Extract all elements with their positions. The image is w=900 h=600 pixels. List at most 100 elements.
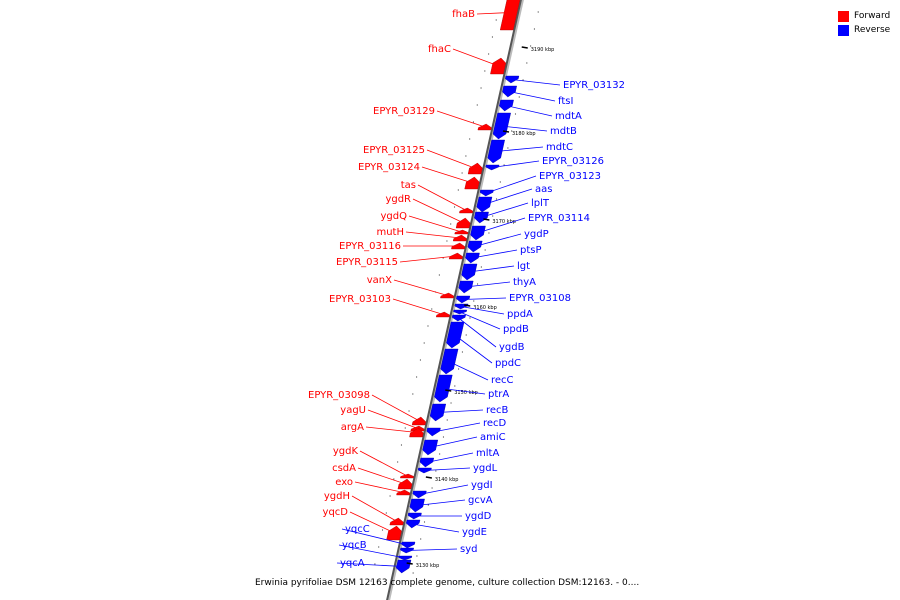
minor-mark: [511, 130, 513, 132]
legend-forward: Forward: [838, 9, 890, 23]
leader-line-fhaB: [476, 12, 511, 15]
scale-tick-3130: [406, 562, 413, 565]
minor-mark: [408, 410, 410, 412]
legend-forward-label: Forward: [854, 11, 891, 21]
gene-label-ygdB: ygdB: [499, 342, 525, 353]
gene-label-recD: recD: [483, 418, 507, 429]
leader-line-EPYR_03129: [436, 110, 486, 128]
leader-line-EPYR_03126: [491, 160, 540, 168]
minor-mark: [507, 147, 509, 149]
minor-mark: [518, 96, 520, 98]
leader-line-EPYR_03098: [371, 394, 420, 422]
minor-mark: [480, 266, 482, 268]
gene-label-fhaC: fhaC: [428, 44, 451, 55]
gene-label-yqcA: yqcA: [340, 558, 365, 569]
minor-mark: [393, 478, 395, 480]
minor-mark: [442, 436, 445, 438]
gene-label-EPYR_03129: EPYR_03129: [373, 106, 435, 117]
minor-mark: [439, 453, 441, 455]
minor-mark: [484, 249, 486, 251]
minor-mark: [488, 53, 490, 55]
legend-reverse: Reverse: [838, 23, 890, 37]
gene-label-mutH: mutH: [376, 227, 404, 238]
gene-label-EPYR_03132: EPYR_03132: [563, 80, 625, 91]
leader-line-recC: [448, 361, 489, 381]
scale-label-3180: 3180 kbp: [512, 131, 536, 137]
minor-mark: [537, 11, 539, 13]
gene-label-yqcD: yqcD: [323, 507, 349, 518]
leader-line-mdtB: [501, 125, 548, 132]
scale-label-3130: 3130 kbp: [416, 563, 440, 569]
gene-label-recC: recC: [491, 375, 514, 386]
leader-line-ygdL: [424, 467, 471, 471]
minor-mark: [419, 359, 422, 361]
leader-line-ygdE: [412, 523, 460, 533]
figure-caption: Erwinia pyrifoliae DSM 12163 complete ge…: [255, 578, 640, 588]
leader-line-fhaC: [452, 48, 499, 67]
minor-mark: [492, 215, 494, 217]
minor-mark: [465, 334, 467, 336]
genome-backbone: [386, 0, 524, 600]
gene-label-recB: recB: [486, 405, 509, 416]
minor-mark: [457, 189, 459, 191]
leader-line-mutH: [405, 231, 461, 239]
minor-mark: [423, 521, 426, 523]
leader-line-mdtA: [505, 105, 553, 117]
minor-mark: [473, 300, 475, 302]
minor-mark: [469, 317, 471, 319]
legend-reverse-label: Reverse: [854, 25, 891, 35]
gene-label-yqcB: yqcB: [342, 540, 367, 551]
leader-line-yqcC: [341, 528, 408, 546]
gene-label-gcvA: gcvA: [468, 495, 493, 506]
leader-line-ygdK: [359, 450, 408, 477]
leader-line-EPYR_03103: [392, 298, 444, 315]
minor-mark: [450, 402, 452, 404]
gene-label-aas: aas: [535, 184, 552, 195]
gene-label-thyA: thyA: [513, 277, 536, 288]
minor-mark: [514, 113, 517, 115]
gene-label-ygdH: ygdH: [324, 491, 350, 502]
minor-mark: [522, 79, 524, 81]
scale-tick-3140: [425, 476, 432, 479]
leader-line-mltA: [426, 452, 474, 463]
gene-label-ptrA: ptrA: [488, 389, 509, 400]
minor-mark: [465, 155, 467, 157]
gene-block-yqcC: [401, 541, 416, 549]
gene-label-EPYR_03098: EPYR_03098: [308, 390, 370, 401]
gene-label-exo: exo: [335, 477, 353, 488]
minor-mark: [476, 104, 478, 106]
gene-label-fhaB: fhaB: [452, 9, 475, 20]
legend: Forward Reverse: [838, 9, 890, 37]
gene-block-yqcB: [398, 555, 413, 561]
leader-line-ygdI: [419, 484, 469, 495]
leader-line-yqcA: [336, 562, 404, 567]
gene-label-EPYR_03124: EPYR_03124: [358, 162, 420, 173]
scale-tick-3180: [502, 130, 510, 133]
minor-mark: [431, 308, 433, 310]
gene-features: [386, 0, 521, 574]
gene-label-argA: argA: [341, 422, 364, 433]
minor-mark: [400, 444, 403, 446]
minor-mark: [435, 470, 437, 472]
gene-label-ygdL: ygdL: [473, 463, 498, 474]
gene-label-amiC: amiC: [480, 432, 506, 443]
minor-mark: [454, 385, 456, 387]
minor-mark: [378, 546, 380, 548]
gene-label-EPYR_03114: EPYR_03114: [528, 213, 590, 224]
leader-line-recB: [437, 409, 484, 413]
scale-label-3170: 3170 kbp: [492, 219, 516, 225]
leader-line-ygdP: [474, 233, 522, 247]
leader-line-yqcB: [338, 544, 406, 559]
leader-line-ygdB: [458, 317, 497, 348]
gene-labels: fhaB fhaC EPYR_03132 ftsI mdtA EPYR_03129 mdtB…: [308, 9, 625, 569]
minor-mark: [533, 28, 536, 30]
gene-label-ygdP: ygdP: [524, 229, 549, 240]
gene-label-EPYR_03125: EPYR_03125: [363, 145, 425, 156]
leader-line-thyA: [465, 281, 511, 288]
leader-line-vanX: [393, 279, 448, 296]
minor-mark: [374, 563, 376, 565]
reverse-swatch: [838, 24, 849, 36]
scale-tick-3170: [483, 218, 490, 221]
minor-mark: [476, 283, 479, 285]
